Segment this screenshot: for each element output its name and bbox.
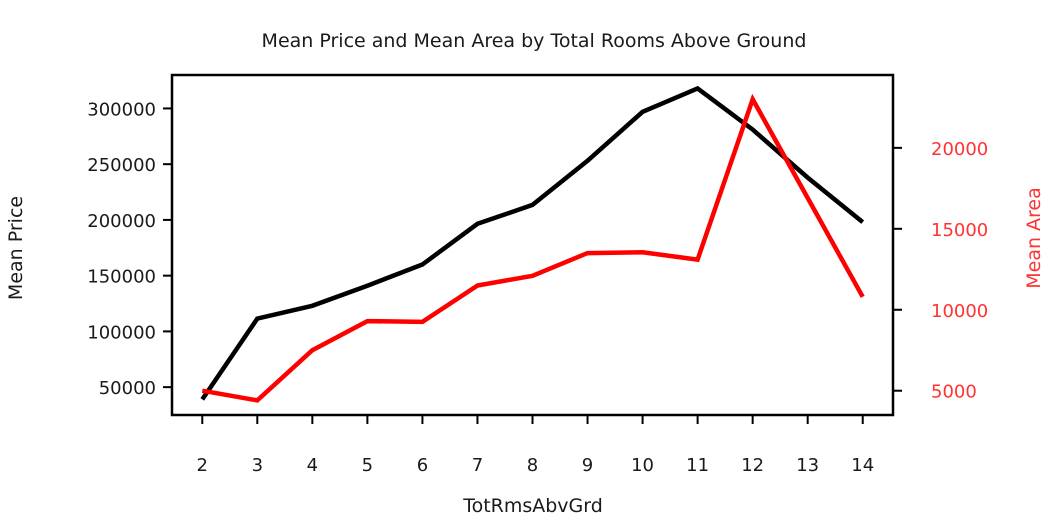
series-lines: [200, 85, 865, 403]
y-axis-left-title: Mean Price: [5, 196, 27, 300]
x-axis-title: TotRmsAbvGrd: [462, 495, 603, 517]
mean-area-line: [201, 93, 865, 403]
x-tick-label: 5: [362, 455, 373, 476]
y-tick-label: 100000: [87, 322, 156, 343]
y-axis-right-title: Mean Area: [1023, 187, 1045, 289]
x-tick-label: 2: [197, 455, 208, 476]
x-tick-label: 3: [252, 455, 263, 476]
x-tick-label: 9: [582, 455, 593, 476]
x-tick-label: 12: [741, 455, 764, 476]
x-tick-label: 13: [796, 455, 819, 476]
x-tick-label: 4: [307, 455, 318, 476]
x-tick-label: 14: [851, 455, 874, 476]
x-tick-label: 10: [631, 455, 654, 476]
y-axis-left-ticks: 50000 100000 150000 200000 250000 300000: [87, 99, 172, 399]
x-tick-label: 6: [417, 455, 428, 476]
y-tick-label: 50000: [99, 378, 156, 399]
y2-tick-label: 5000: [931, 382, 977, 403]
x-tick-label: 11: [686, 455, 709, 476]
x-tick-label: 7: [472, 455, 483, 476]
x-axis-ticks: 2 3 4 5 6 7 8 9 10 11 12 13 14: [197, 415, 874, 476]
plot-area: [170, 73, 895, 417]
y-tick-label: 250000: [87, 155, 156, 176]
y-tick-label: 200000: [87, 211, 156, 232]
x-tick-label: 8: [527, 455, 538, 476]
chart-title: Mean Price and Mean Area by Total Rooms …: [262, 30, 807, 52]
y-tick-label: 300000: [87, 99, 156, 120]
mean-price-line: [200, 85, 865, 401]
y2-tick-label: 10000: [931, 301, 988, 322]
y-axis-right-ticks: 5000 10000 15000 20000: [893, 139, 988, 403]
y2-tick-label: 20000: [931, 139, 988, 160]
plot-frame: [170, 73, 895, 417]
y2-tick-label: 15000: [931, 220, 988, 241]
y-tick-label: 150000: [87, 267, 156, 288]
